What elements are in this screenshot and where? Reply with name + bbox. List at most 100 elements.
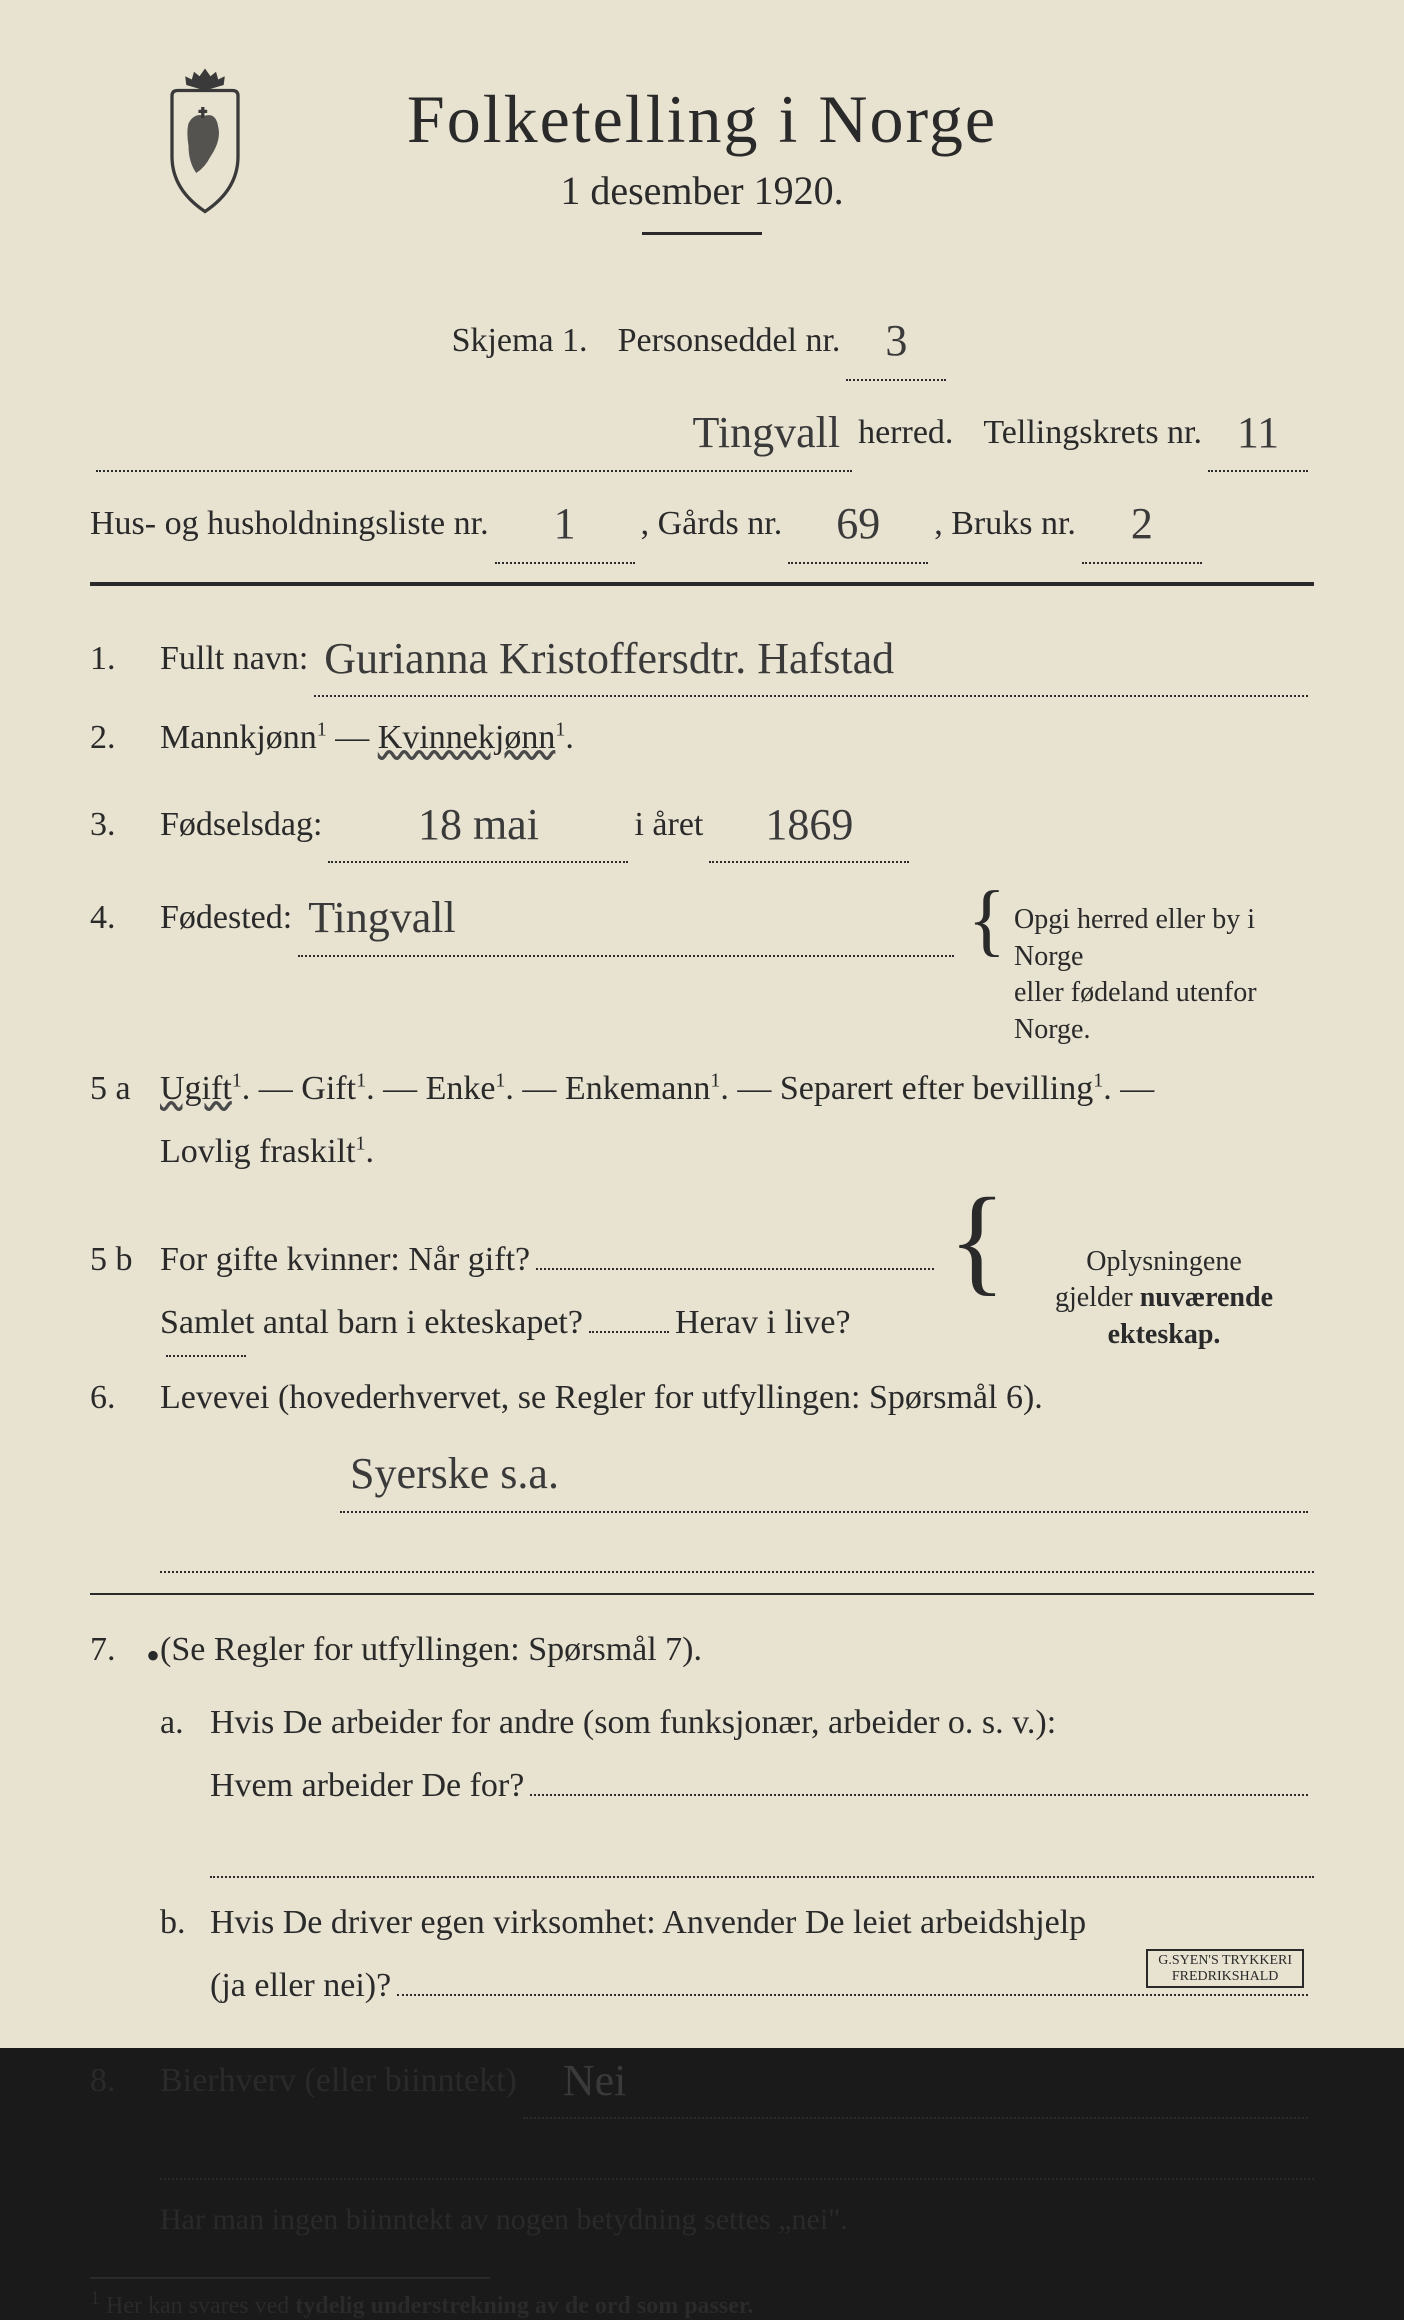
q7a-line1: Hvis De arbeider for andre (som funksjon…	[210, 1692, 1314, 1755]
section-divider	[90, 582, 1314, 586]
gards-label: , Gårds nr.	[641, 492, 783, 557]
bruks-label: , Bruks nr.	[934, 492, 1076, 557]
q2-num: 2.	[90, 707, 160, 770]
tellingskrets-label: Tellingskrets nr.	[983, 401, 1202, 466]
tellingskrets-value: 11	[1237, 408, 1279, 457]
q7b-field	[397, 1994, 1308, 1996]
q5a-fraskilt: Lovlig fraskilt	[160, 1133, 355, 1170]
census-form-page: Folketelling i Norge 1 desember 1920. Sk…	[0, 0, 1404, 2048]
q3-year-label: i året	[634, 794, 703, 857]
q4: 4. Fødested: Tingvall { Opgi herred elle…	[90, 873, 1314, 1048]
tellingskrets-field: 11	[1208, 387, 1308, 473]
q7b-letter: b.	[160, 1892, 210, 1955]
gards-value: 69	[836, 499, 880, 548]
q7a-line3	[210, 1824, 1314, 1878]
q8-label: Bierhverv (eller biinntekt)	[160, 2050, 517, 2113]
q2-female: Kvinnekjønn	[378, 719, 556, 756]
q7a-field	[530, 1794, 1308, 1796]
q5b-live-field	[166, 1355, 246, 1357]
q3-num: 3.	[90, 794, 160, 857]
q7b-line2: (ja eller nei)?	[210, 1955, 391, 2018]
q1-num: 1.	[90, 628, 160, 691]
q6-field: Syerske s.a.	[340, 1429, 1308, 1512]
herred-line: Tingvall herred. Tellingskrets nr. 11	[90, 387, 1314, 473]
q5b-num: 5 b	[90, 1229, 160, 1292]
title-rule	[642, 232, 762, 235]
q1-label: Fullt navn:	[160, 628, 308, 691]
q8: 8. Bierhverv (eller biinntekt) Nei Har m…	[90, 2036, 1314, 2247]
personseddel-value: 3	[885, 316, 907, 365]
q5a-enke: Enke	[426, 1070, 496, 1107]
title-block: Folketelling i Norge 1 desember 1920.	[407, 80, 997, 265]
footnote: 1 Her kan svares ved tydelig understrekn…	[90, 2287, 1314, 2320]
husholdning-value: 1	[554, 499, 576, 548]
q3-year-value: 1869	[765, 800, 853, 849]
q7: • 7. (Se Regler for utfyllingen: Spørsmå…	[90, 1619, 1314, 2026]
q3-day-field: 18 mai	[328, 780, 628, 863]
q7b-line1: Hvis De driver egen virksomhet: Anvender…	[210, 1892, 1314, 1955]
main-title: Folketelling i Norge	[407, 80, 997, 159]
brace-icon: {	[948, 1204, 1006, 1276]
q5b-line2b-label: Herav i live?	[675, 1292, 851, 1355]
herred-value: Tingvall	[693, 408, 841, 457]
q8-footer: Har man ingen biinntekt av nogen betydni…	[160, 2192, 1314, 2248]
gards-field: 69	[788, 478, 928, 564]
husholdning-label: Hus- og husholdningsliste nr.	[90, 492, 489, 557]
q4-value: Tingvall	[308, 893, 456, 942]
bullet-icon: •	[146, 1619, 160, 1693]
q4-label: Fødested:	[160, 887, 292, 950]
q4-field: Tingvall	[298, 873, 953, 956]
skjema-line: Skjema 1. Personseddel nr. 3	[90, 295, 1314, 381]
herred-field: Tingvall	[96, 387, 852, 473]
q5a: 5 a Ugift1. — Gift1. — Enke1. — Enkemann…	[90, 1058, 1314, 1184]
q5b: 5 b For gifte kvinner: Når gift? Samlet …	[90, 1194, 1314, 1357]
q2-male: Mannkjønn	[160, 719, 317, 756]
personseddel-label: Personseddel nr.	[618, 309, 841, 374]
q6-line2	[160, 1519, 1314, 1573]
q1-field: Gurianna Kristoffersdtr. Hafstad	[314, 614, 1308, 697]
q8-value: Nei	[563, 2056, 627, 2105]
q5b-note: Oplysningene gjelder nuværende ekteskap.	[1014, 1244, 1314, 1353]
q3-label: Fødselsdag:	[160, 794, 322, 857]
husholdning-line: Hus- og husholdningsliste nr. 1 , Gårds …	[90, 478, 1314, 564]
husholdning-field: 1	[495, 478, 635, 564]
q8-num: 8.	[90, 2050, 160, 2113]
q7-label: (Se Regler for utfyllingen: Spørsmål 7).	[160, 1631, 702, 1668]
skjema-label: Skjema 1.	[452, 309, 588, 374]
q5a-ugift: Ugift	[160, 1070, 232, 1107]
q5a-enkemann: Enkemann	[565, 1070, 710, 1107]
q3-day-value: 18 mai	[418, 800, 539, 849]
q3: 3. Fødselsdag: 18 mai i året 1869	[90, 780, 1314, 863]
q6-label: Levevei (hovederhvervet, se Regler for u…	[160, 1379, 1043, 1416]
section-divider-thin	[90, 1593, 1314, 1595]
q1-value: Gurianna Kristoffersdtr. Hafstad	[324, 634, 894, 683]
brace-icon: {	[968, 896, 1006, 944]
coat-of-arms-icon	[150, 60, 260, 225]
q3-year-field: 1869	[709, 780, 909, 863]
herred-label: herred.	[858, 401, 953, 466]
q6-value: Syerske s.a.	[350, 1449, 559, 1498]
q5b-barn-field	[589, 1331, 669, 1333]
q1: 1. Fullt navn: Gurianna Kristoffersdtr. …	[90, 614, 1314, 697]
q6: 6. Levevei (hovederhvervet, se Regler fo…	[90, 1367, 1314, 1580]
q5a-gift: Gift	[301, 1070, 356, 1107]
printer-mark: G.SYEN'S TRYKKERI FREDRIKSHALD	[1146, 1949, 1304, 1988]
q5b-gift-field	[536, 1268, 934, 1270]
personseddel-field: 3	[846, 295, 946, 381]
q4-note: Opgi herred eller by i Norge eller fødel…	[1014, 902, 1314, 1048]
form-header: Folketelling i Norge 1 desember 1920.	[90, 80, 1314, 265]
subtitle-date: 1 desember 1920.	[407, 167, 997, 214]
q8-line2	[160, 2125, 1314, 2179]
q5a-separert: Separert efter bevilling	[780, 1070, 1093, 1107]
q2: 2. Mannkjønn1 — Kvinnekjønn1.	[90, 707, 1314, 770]
q5b-line2-label: Samlet antal barn i ekteskapet?	[160, 1292, 583, 1355]
q8-field: Nei	[523, 2036, 1308, 2119]
footnote-separator	[90, 2277, 490, 2279]
q7a-line2: Hvem arbeider De for?	[210, 1755, 524, 1818]
bruks-field: 2	[1082, 478, 1202, 564]
q6-num: 6.	[90, 1367, 160, 1430]
q7a: a. Hvis De arbeider for andre (som funks…	[160, 1692, 1314, 1884]
q4-num: 4.	[90, 887, 160, 950]
bruks-value: 2	[1131, 499, 1153, 548]
q7a-letter: a.	[160, 1692, 210, 1755]
